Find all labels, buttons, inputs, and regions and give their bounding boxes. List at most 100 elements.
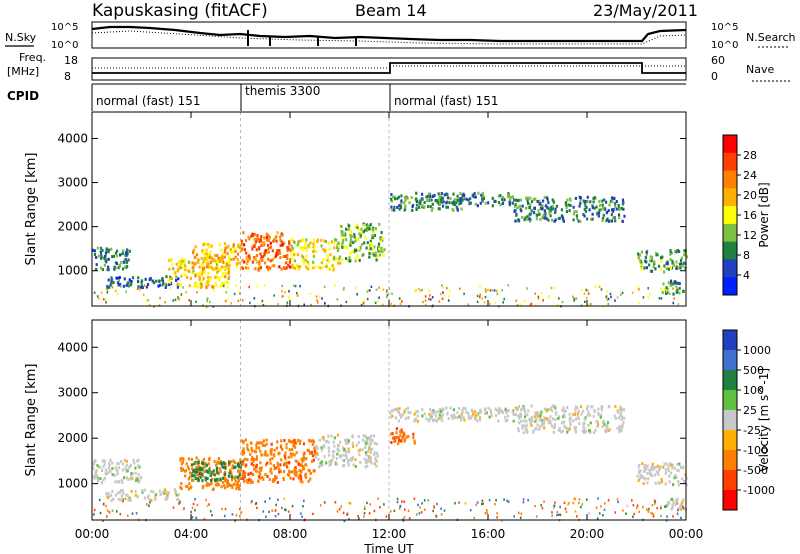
velocity-cell-2	[216, 479, 219, 483]
power-bar-tick-label: 8	[743, 249, 750, 262]
velocity-speckle	[557, 513, 560, 516]
velocity-cell-3	[197, 461, 200, 464]
velocity-cell-8	[597, 413, 600, 417]
power-cell-0	[121, 267, 125, 271]
velocity-cell-4	[296, 438, 300, 442]
velocity-speckle	[664, 505, 666, 508]
power-cell-9	[607, 209, 610, 213]
power-speckle	[542, 299, 544, 302]
power-cell-10	[639, 259, 642, 263]
velocity-speckle	[440, 513, 443, 516]
velocity-cell-8	[554, 418, 557, 422]
power-cell-7	[429, 195, 432, 199]
power-cell-10	[663, 270, 666, 274]
power-cell-5	[302, 255, 305, 259]
power-cell-9	[583, 214, 586, 218]
power-cell-11	[672, 282, 675, 286]
power-cell-10	[640, 268, 643, 271]
velocity-cell-2	[219, 459, 222, 463]
power-cell-3	[203, 257, 206, 261]
power-cell-1	[161, 279, 165, 283]
velocity-cell-4	[266, 453, 269, 457]
power-cell-5	[323, 249, 327, 253]
velocity-cell-3	[212, 469, 215, 473]
velocity-speckle	[301, 515, 303, 518]
power-cell-2	[183, 272, 187, 276]
power-speckle	[381, 303, 384, 307]
power-cell-0	[116, 249, 119, 253]
power-cell-5	[327, 241, 330, 245]
power-speckle	[209, 300, 211, 304]
velocity-cell-4	[255, 469, 258, 473]
power-cell-10	[645, 253, 648, 257]
power-speckle	[356, 293, 358, 296]
power-cell-6	[368, 227, 371, 231]
x-tick-labels: 00:00 04:00 08:00 12:00 16:00 20:00 00:00	[75, 527, 704, 541]
power-cell-7	[439, 200, 442, 204]
power-speckle	[638, 302, 640, 305]
velocity-speckle	[574, 510, 577, 513]
power-speckle	[303, 303, 305, 306]
power-speckle	[284, 291, 286, 294]
velocity-cell-7	[489, 408, 492, 412]
velocity-cell-7	[506, 414, 509, 418]
velocity-cell-8	[545, 409, 548, 413]
power-cell-0	[107, 268, 110, 272]
velocity-cell-7	[476, 419, 479, 423]
velocity-cell-4	[259, 468, 262, 472]
x-tick-label: 08:00	[273, 527, 308, 541]
power-cell-7	[419, 202, 422, 206]
velocity-cell-7	[494, 414, 498, 417]
power-cell-8	[491, 204, 494, 208]
velocity-cell-8	[523, 409, 526, 413]
velocity-cell-8	[551, 409, 554, 413]
velocity-cell-5	[342, 458, 345, 462]
power-cell-6	[357, 228, 360, 232]
power-speckle	[196, 291, 198, 294]
velocity-cell-8	[590, 405, 593, 409]
velocity-cell-0	[108, 464, 111, 468]
power-speckle	[111, 286, 114, 289]
power-cell-5	[313, 238, 316, 242]
velocity-cell-2	[180, 468, 183, 472]
power-cell-0	[115, 262, 119, 266]
power-cell-7	[425, 195, 428, 199]
velocity-speckle	[588, 512, 590, 515]
velocity-cell-5	[315, 445, 318, 448]
power-cell-10	[680, 262, 683, 266]
power-cell-6	[364, 236, 367, 240]
power-cell-2	[168, 267, 171, 271]
velocity-cell-7	[391, 414, 394, 418]
velocity-cell-8	[535, 411, 538, 415]
power-cell-4	[258, 238, 261, 242]
power-cell-9	[591, 204, 594, 208]
velocity-cell-4	[251, 455, 254, 459]
power-cell-6	[350, 240, 353, 244]
velocity-cell-1	[134, 490, 137, 493]
power-cell-9	[613, 216, 616, 220]
velocity-cell-2	[233, 461, 237, 465]
power-cell-9	[621, 198, 625, 202]
power-speckle	[225, 291, 228, 294]
power-cell-9	[601, 203, 604, 207]
power-cell-1	[157, 279, 160, 283]
velocity-cell-7	[438, 413, 441, 417]
velocity-cell-0	[104, 468, 107, 472]
power-cell-7	[436, 199, 439, 203]
velocity-cell-2	[230, 484, 233, 488]
power-cell-2	[175, 262, 178, 266]
power-cell-9	[595, 205, 598, 209]
power-cell-7	[445, 205, 448, 209]
velocity-cell-8	[542, 422, 545, 426]
velocity-cell-0	[125, 476, 128, 480]
velocity-cell-7	[504, 415, 507, 419]
power-cell-4	[241, 259, 244, 263]
power-cell-4	[265, 265, 269, 269]
power-cell-8	[462, 195, 465, 199]
power-speckle	[212, 305, 215, 308]
velocity-cell-8	[574, 430, 578, 434]
power-cell-5	[309, 241, 312, 245]
velocity-cell-10	[676, 497, 679, 501]
power-cell-7	[421, 192, 424, 196]
